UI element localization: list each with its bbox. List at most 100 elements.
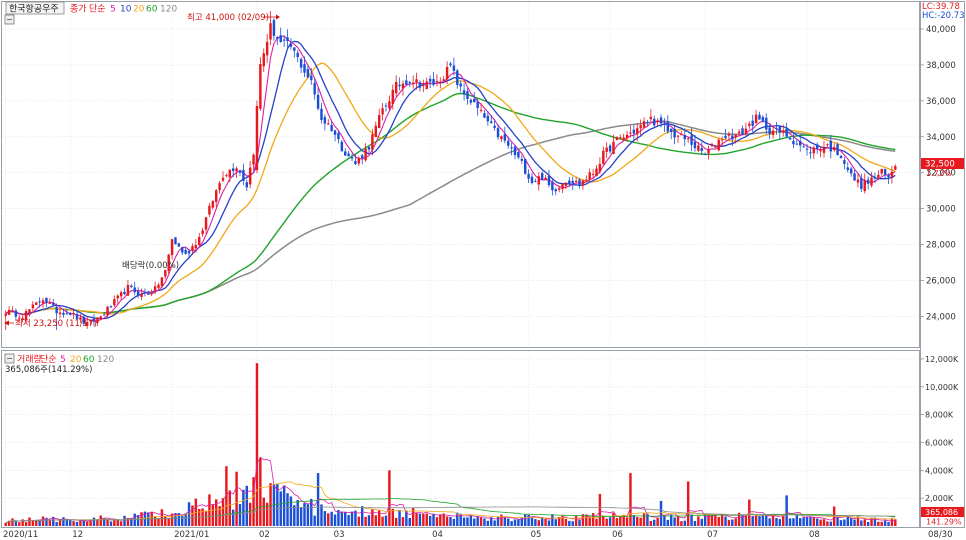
volume-bar [788,518,792,526]
volume-bar [364,516,367,526]
candle-body [754,114,758,124]
candle-body [133,287,136,293]
volume-bar [214,499,218,526]
volume-bar [381,516,384,526]
candle-body [333,130,337,135]
candle-body [72,312,75,314]
candle-body [337,132,340,140]
candle-body [153,286,157,292]
volume-bar [89,520,92,526]
candle-body [306,69,310,78]
candle-body [231,168,235,172]
volume-bar [75,521,79,526]
candle-body [147,293,150,295]
volume-bar [469,514,473,526]
volume-bar [581,514,585,526]
volume-bar [65,520,69,526]
candle-body [574,180,578,182]
volume-bar [340,511,344,526]
candle-body [792,140,795,145]
candle-body [432,79,435,85]
candle-body [242,169,245,181]
volume-bar [293,505,296,526]
volume-bar [398,509,401,526]
candle-body [503,133,507,141]
volume-bar [540,517,544,526]
volume-bar [527,514,530,526]
volume-bar [259,457,262,526]
candle-body [279,35,282,42]
volume-bar [507,518,510,526]
volume-bar [367,515,371,526]
volume-bar [883,520,887,526]
volume-bar [408,517,411,526]
candle-body [299,58,303,68]
volume-bar [109,521,113,526]
candle-body [568,180,571,184]
ma120-legend: 120 [160,5,177,15]
volume-bar [4,522,7,526]
volume-bar [177,513,181,526]
candle-body [663,123,666,126]
candle-body [21,318,24,320]
candle-body [289,44,293,47]
volume-bar [598,493,602,526]
volume-bar [428,515,432,526]
candle-body [235,168,238,172]
candle-body [839,155,843,159]
volume-bar [354,510,357,526]
volume-bar [588,517,591,526]
volume-bar [731,519,734,526]
volume-bar [48,520,52,526]
volume-bar [102,518,106,526]
price-badge-box [921,158,964,169]
volume-bar [310,498,313,526]
candle-body [863,179,866,192]
candle-body [391,89,394,104]
candle-body [615,137,619,141]
dividend-annotation: 배당락(0.00%) [122,260,179,271]
volume-bar [262,497,265,526]
volume-bar [707,514,710,526]
volume-bar [265,502,269,526]
candle-body [52,303,55,305]
volume-bar [863,519,866,526]
volume-bar [880,521,883,526]
volume-bar [510,521,513,526]
candle-body [208,205,211,215]
volume-bar [231,509,235,526]
candle-body [846,167,849,171]
candle-body [102,314,106,316]
volume-bar [686,481,690,526]
candle-body [330,125,333,131]
candle-body [676,135,680,137]
volume-bar [126,517,130,526]
price-ma-label: 단순 [89,4,106,15]
volume-bar [211,504,215,526]
volume-bar [795,513,799,526]
ma20-path [5,62,896,315]
volume-bar [710,514,714,526]
volume-bar [605,518,608,526]
candle-body [473,98,476,103]
candle-body [408,82,411,84]
candle-body [296,52,299,58]
ma20-legend: 20 [133,5,145,15]
volume-bar [113,520,116,526]
volume-bar [849,517,853,526]
candle-body [398,84,401,87]
candle-body [581,180,585,186]
candle-body [38,301,41,303]
stock-name-box[interactable] [5,1,65,15]
candle-body [873,177,877,179]
candle-body [442,79,445,81]
candle-body [82,316,86,324]
volume-bar [14,521,18,526]
candle-body [625,134,629,139]
candle-body [96,317,99,323]
volume-bar [591,513,595,526]
volume-bar [248,502,252,526]
ma10-line [5,40,896,320]
lc-readout: LC:39.78 [922,2,960,12]
candle-body [462,90,466,94]
